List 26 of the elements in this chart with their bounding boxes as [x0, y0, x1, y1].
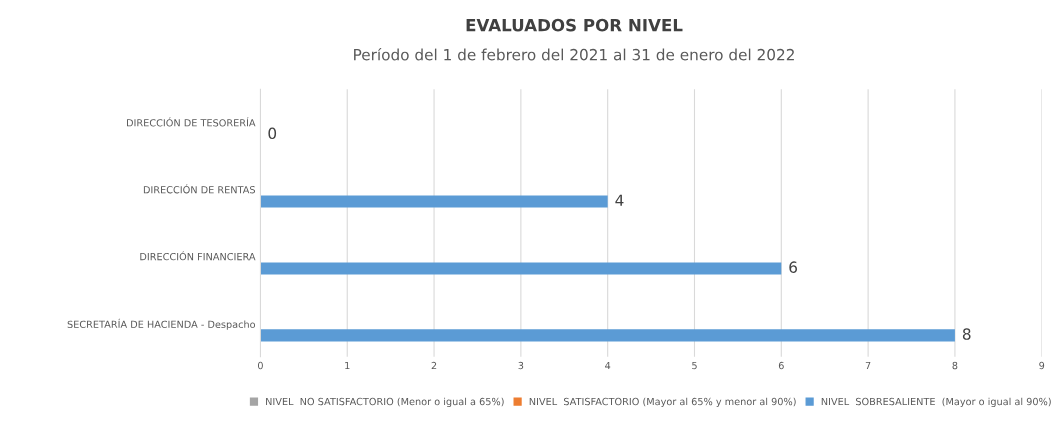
y-tick-label: DIRECCIÓN DE TESORERÍA: [127, 117, 256, 127]
bar: [260, 262, 782, 275]
x-tick-label: 9: [1039, 361, 1045, 370]
x-tick-label: 5: [692, 361, 697, 370]
x-tick-label: 3: [518, 361, 524, 370]
x-tick-label: 2: [431, 361, 437, 370]
legend-label: NIVEL SATISFACTORIO (Mayor al 65% y menor al 90%): [529, 397, 796, 408]
data-label: 0: [268, 127, 277, 140]
data-label: 4: [615, 194, 624, 206]
bar: [260, 195, 608, 208]
chart-title: EVALUADOS POR NIVEL: [466, 18, 683, 32]
data-label: 6: [789, 261, 798, 273]
x-tick-label: 7: [865, 361, 871, 370]
legend-label: NIVEL SOBRESALIENTE (Mayor o igual al 90%): [821, 397, 1051, 408]
chart-subtitle: Período del 1 de febrero del 2021 al 31 de enero del 2022: [354, 47, 794, 61]
y-tick-label: DIRECCIÓN FINANCIERA: [140, 251, 256, 261]
legend-label: NIVEL NO SATISFACTORIO (Menor o igual a 65%): [266, 397, 504, 408]
y-tick-label: SECRETARÍA DE HACIENDA - Despacho: [67, 318, 256, 330]
bar: [260, 329, 955, 342]
x-tick-label: 1: [345, 361, 350, 370]
y-tick-label: DIRECCIÓN DE RENTAS: [143, 184, 256, 194]
x-tick-label: 6: [778, 361, 784, 370]
x-tick-label: 4: [605, 361, 611, 370]
x-tick-label: 8: [952, 361, 958, 370]
data-label: 8: [962, 328, 971, 340]
x-tick-label: 0: [257, 361, 263, 370]
